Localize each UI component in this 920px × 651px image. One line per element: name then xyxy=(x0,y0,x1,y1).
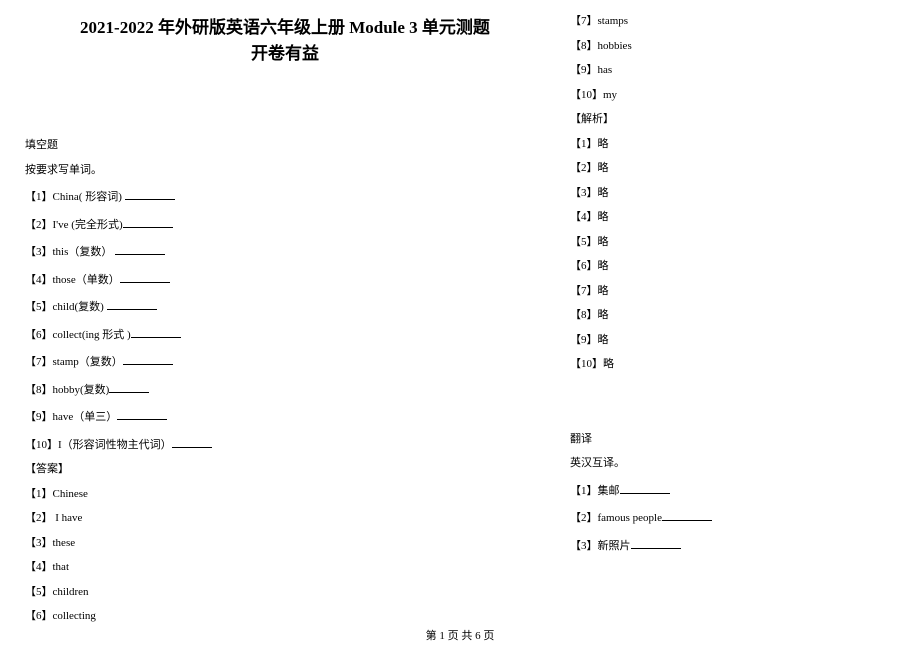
text-line: 按要求写单词。 xyxy=(25,165,445,176)
title-line-1: 2021-2022 年外研版英语六年级上册 Module 3 单元测题 xyxy=(20,15,550,41)
text-line: 【2】略 xyxy=(570,163,890,174)
text-line: 【3】these xyxy=(25,538,445,549)
text-line: 【6】collect(ing 形式 ) xyxy=(25,327,445,341)
text-line: 【5】children xyxy=(25,587,445,598)
text-line: 【9】has xyxy=(570,65,890,76)
text-line: 【1】China( 形容词) xyxy=(25,189,445,203)
text-line: 英汉互译。 xyxy=(570,458,890,469)
text-line: 【解析】 xyxy=(570,114,890,125)
text-line: 【6】略 xyxy=(570,261,890,272)
text-line: 【2】famous people xyxy=(570,510,890,524)
spacer xyxy=(570,384,890,434)
text-line: 【7】略 xyxy=(570,286,890,297)
text-line: 【2】I've (完全形式) xyxy=(25,217,445,231)
text-line: 【4】those（单数） xyxy=(25,272,445,286)
blank-line xyxy=(117,409,167,420)
blank-line xyxy=(123,217,173,228)
text-line: 【6】collecting xyxy=(25,611,445,622)
text-line: 【答案】 xyxy=(25,464,445,475)
text-line: 【1】集邮 xyxy=(570,483,890,497)
text-line: 【2】 I have xyxy=(25,513,445,524)
text-line: 【4】that xyxy=(25,562,445,573)
blank-line xyxy=(120,272,170,283)
title-line-2: 开卷有益 xyxy=(20,41,550,67)
blank-line xyxy=(620,483,670,494)
text-line: 【7】stamp（复数） xyxy=(25,354,445,368)
text-line: 【5】略 xyxy=(570,237,890,248)
page: 2021-2022 年外研版英语六年级上册 Module 3 单元测题 开卷有益… xyxy=(0,0,920,651)
text-line: 【1】略 xyxy=(570,139,890,150)
text-line: 【5】child(复数) xyxy=(25,299,445,313)
page-footer: 第 1 页 共 6 页 xyxy=(0,627,920,643)
text-line: 【3】this（复数） xyxy=(25,244,445,258)
blank-line xyxy=(131,327,181,338)
blank-line xyxy=(115,244,165,255)
blank-line xyxy=(109,382,149,393)
blank-line xyxy=(107,299,157,310)
text-line: 【8】hobby(复数) xyxy=(25,382,445,396)
left-column: 填空题按要求写单词。【1】China( 形容词) 【2】I've (完全形式) 【… xyxy=(25,140,445,636)
text-line: 【10】my xyxy=(570,90,890,101)
text-line: 【4】略 xyxy=(570,212,890,223)
document-title: 2021-2022 年外研版英语六年级上册 Module 3 单元测题 开卷有益 xyxy=(20,15,550,66)
text-line: 【9】略 xyxy=(570,335,890,346)
text-line: 【8】hobbies xyxy=(570,41,890,52)
blank-line xyxy=(172,437,212,448)
blank-line xyxy=(662,510,712,521)
text-line: 【9】have（单三） xyxy=(25,409,445,423)
text-line: 【10】略 xyxy=(570,359,890,370)
text-line: 【3】新照片 xyxy=(570,538,890,552)
text-line: 【10】I（形容词性物主代词） xyxy=(25,437,445,451)
text-line: 翻译 xyxy=(570,434,890,445)
right-column: 【7】stamps 【8】hobbies 【9】has 【10】my 【解析】【1】略【… xyxy=(570,16,890,565)
blank-line xyxy=(123,354,173,365)
text-line: 【3】略 xyxy=(570,188,890,199)
text-line: 【7】stamps xyxy=(570,16,890,27)
text-line: 填空题 xyxy=(25,140,445,151)
blank-line xyxy=(125,189,175,200)
blank-line xyxy=(631,538,681,549)
text-line: 【8】略 xyxy=(570,310,890,321)
text-line: 【1】Chinese xyxy=(25,489,445,500)
